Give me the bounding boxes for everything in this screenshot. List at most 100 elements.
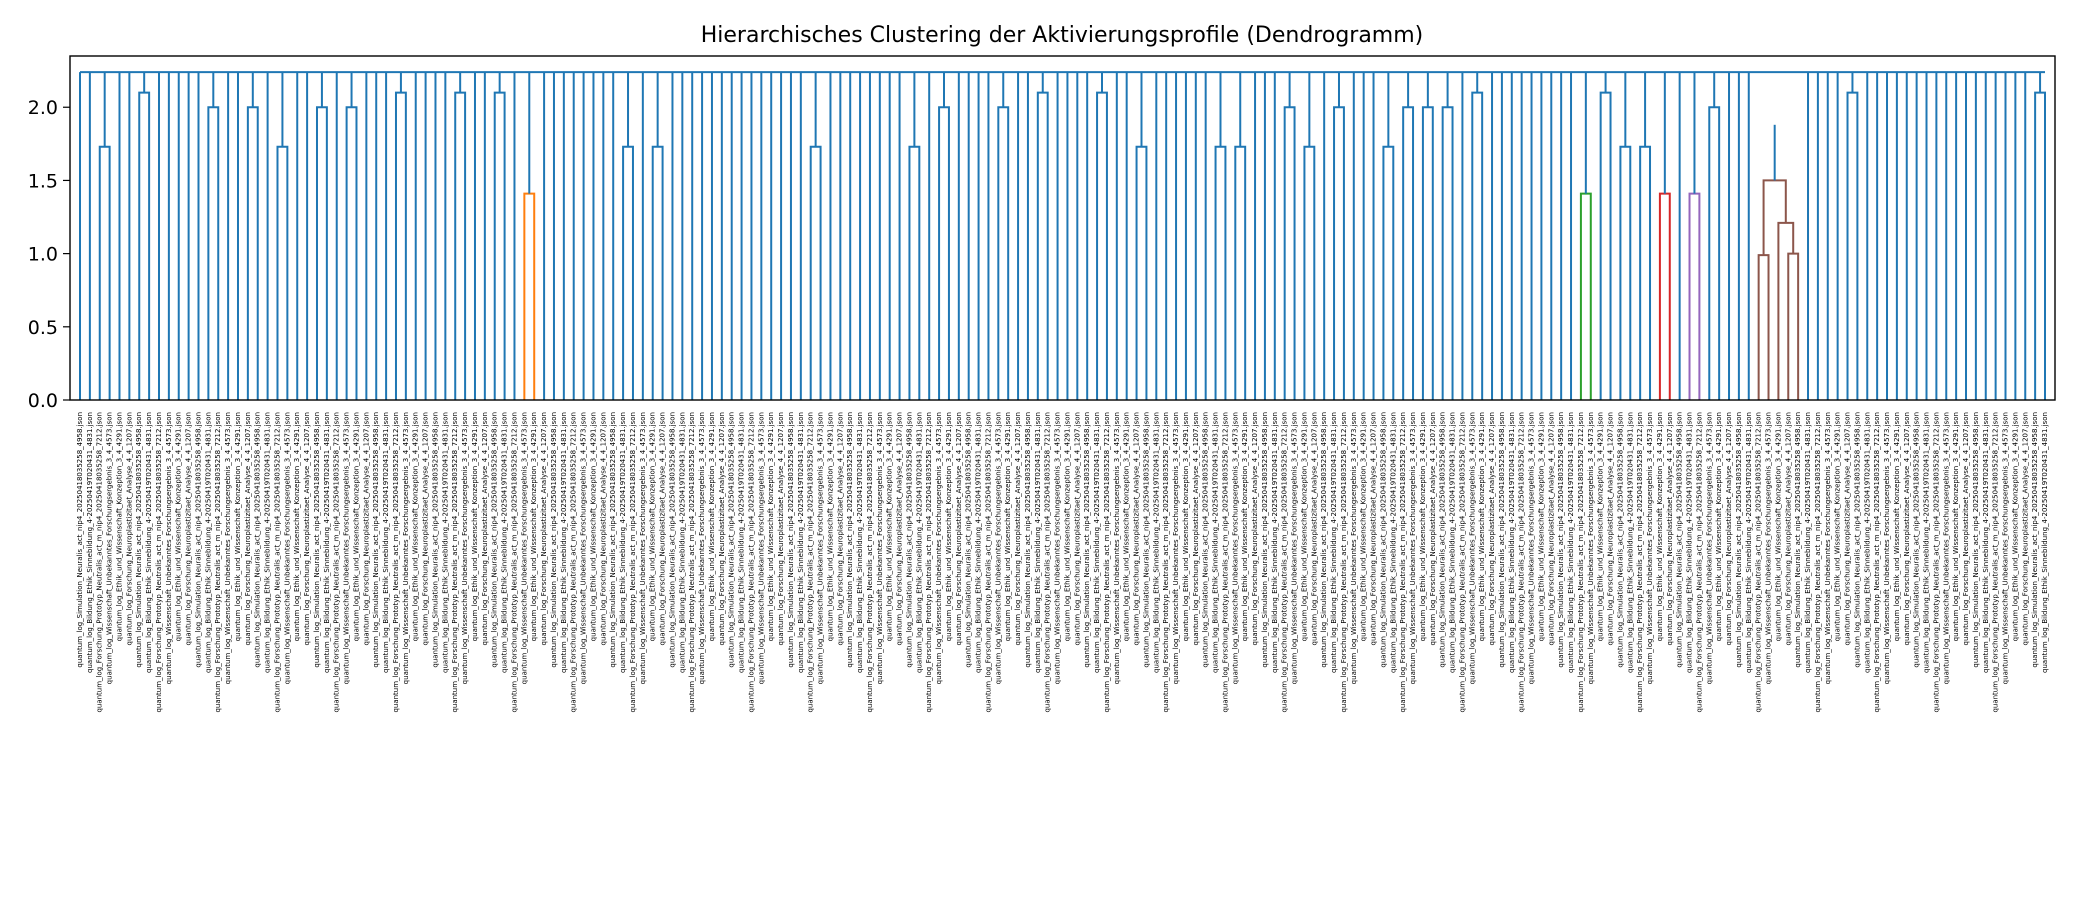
leaf-label: quantum_log_Ethik_und_Wissenschaft_Konze… bbox=[649, 412, 657, 641]
dendrogram-link bbox=[1234, 145, 1247, 400]
dendrogram-link bbox=[1036, 91, 1049, 400]
leaf-label: quantum_log_Forschung_Prototyp_Neutralis… bbox=[1103, 412, 1111, 713]
cluster-link bbox=[1787, 252, 1800, 400]
dendrogram-link bbox=[1471, 91, 1484, 400]
leaf-label: quantum_log_Forschung_Neuroplastizitaet_… bbox=[481, 412, 489, 645]
dendrogram-links bbox=[79, 71, 2046, 400]
leaf-label: quantum_log_Wissenschaft_Unbekanntes_For… bbox=[935, 412, 943, 684]
leaf-label: quantum_log_Wissenschaft_Unbekanntes_For… bbox=[1587, 412, 1595, 684]
leaf-label: quantum_log_Forschung_Prototyp_Neutralis… bbox=[807, 412, 815, 713]
leaf-label: quantum_log_Bildung_Ethik_Sinnebildung_4… bbox=[204, 412, 212, 673]
y-tick-label: 1.0 bbox=[28, 244, 58, 266]
leaf-label: quantum_log_Simulation_Neuralis_act_nip4… bbox=[1261, 412, 1269, 668]
leaf-label: quantum_log_Bildung_Ethik_Sinnebildung_4… bbox=[1389, 412, 1397, 673]
leaf-label: quantum_log_Wissenschaft_Unbekanntes_For… bbox=[817, 412, 825, 684]
leaf-label: quantum_log_Wissenschaft_Unbekanntes_For… bbox=[1172, 412, 1180, 684]
dendrogram-link bbox=[2034, 91, 2046, 400]
leaf-label: quantum_log_Simulation_Neuralis_act_nip4… bbox=[254, 412, 262, 668]
leaf-label: quantum_log_Wissenschaft_Unbekanntes_For… bbox=[698, 412, 706, 684]
leaf-label: quantum_log_Ethik_und_Wissenschaft_Konze… bbox=[1300, 412, 1308, 641]
leaf-label: quantum_log_Forschung_Prototyp_Neutralis… bbox=[214, 412, 222, 713]
leaf-label: quantum_log_Forschung_Neuroplastizitaet_… bbox=[955, 412, 963, 645]
dendrogram-link bbox=[276, 145, 289, 400]
leaf-label: quantum_log_Bildung_Ethik_Sinnebildung_4… bbox=[619, 412, 627, 673]
dendrogram-link bbox=[1708, 106, 1721, 400]
leaf-label: quantum_log_Bildung_Ethik_Sinnebildung_4… bbox=[1804, 412, 1812, 673]
leaf-label: quantum_log_Simulation_Neuralis_act_nip4… bbox=[1853, 412, 1861, 668]
dendrogram-link bbox=[1599, 91, 1612, 400]
leaf-label: quantum_log_Simulation_Neuralis_act_nip4… bbox=[728, 412, 736, 668]
dendrogram-link bbox=[651, 145, 664, 400]
leaf-label: quantum_log_Ethik_und_Wissenschaft_Konze… bbox=[234, 412, 242, 641]
leaf-label: quantum_log_Forschung_Neuroplastizitaet_… bbox=[777, 412, 785, 645]
leaf-label: quantum_log_Forschung_Neuroplastizitaet_… bbox=[422, 412, 430, 645]
leaf-label: quantum_log_Bildung_Ethik_Sinnebildung_4… bbox=[560, 412, 568, 673]
leaf-label: quantum_log_Bildung_Ethik_Sinnebildung_4… bbox=[1330, 412, 1338, 673]
leaf-label: quantum_log_Bildung_Ethik_Sinnebildung_4… bbox=[323, 412, 331, 673]
dendrogram-link bbox=[997, 106, 1010, 400]
leaf-label: quantum_log_Bildung_Ethik_Sinnebildung_4… bbox=[1034, 412, 1042, 673]
leaf-label: quantum_log_Forschung_Neuroplastizitaet_… bbox=[718, 412, 726, 645]
leaf-label: quantum_log_Forschung_Prototyp_Neutralis… bbox=[629, 412, 637, 713]
cluster-link bbox=[1658, 192, 1671, 400]
leaf-label: quantum_log_Forschung_Neuroplastizitaet_… bbox=[1014, 412, 1022, 645]
leaf-label: quantum_log_Bildung_Ethik_Sinnebildung_4… bbox=[1271, 412, 1279, 673]
dendrogram-link bbox=[394, 91, 407, 400]
y-axis: 0.0 0.5 1.0 1.5 2.0 bbox=[28, 97, 70, 412]
leaf-label: quantum_log_Wissenschaft_Unbekanntes_For… bbox=[1409, 412, 1417, 684]
leaf-label: quantum_log_Forschung_Prototyp_Neutralis… bbox=[925, 412, 933, 713]
leaf-label: quantum_log_Wissenschaft_Unbekanntes_For… bbox=[876, 412, 884, 684]
leaf-label: quantum_log_Simulation_Neuralis_act_nip4… bbox=[1972, 412, 1980, 668]
leaf-label: quantum_log_Bildung_Ethik_Sinnebildung_4… bbox=[738, 412, 746, 673]
leaf-label: quantum_log_Forschung_Prototyp_Neutralis… bbox=[747, 412, 755, 713]
leaf-label: quantum_log_Ethik_und_Wissenschaft_Konze… bbox=[115, 412, 123, 641]
leaf-label: quantum_log_Wissenschaft_Unbekanntes_For… bbox=[1705, 412, 1713, 684]
leaf-label: quantum_log_Ethik_und_Wissenschaft_Konze… bbox=[1774, 412, 1782, 641]
dendrogram-link bbox=[493, 91, 506, 400]
leaf-label: quantum_log_Bildung_Ethik_Sinnebildung_4… bbox=[1982, 412, 1990, 673]
leaf-label: quantum_log_Forschung_Prototyp_Neutralis… bbox=[866, 412, 874, 713]
leaf-label: quantum_log_Ethik_und_Wissenschaft_Konze… bbox=[886, 412, 894, 641]
leaf-label: quantum_log_Simulation_Neuralis_act_nip4… bbox=[1024, 412, 1032, 668]
leaf-label: quantum_log_Ethik_und_Wissenschaft_Konze… bbox=[412, 412, 420, 641]
leaf-label: quantum_log_Forschung_Prototyp_Neutralis… bbox=[1281, 412, 1289, 713]
leaf-label: quantum_log_Ethik_und_Wissenschaft_Konze… bbox=[175, 412, 183, 641]
dendrogram-link bbox=[1382, 145, 1395, 400]
leaf-label: quantum_log_Wissenschaft_Unbekanntes_For… bbox=[1291, 412, 1299, 684]
leaf-label: quantum_log_Bildung_Ethik_Sinnebildung_4… bbox=[1923, 412, 1931, 673]
leaf-label: quantum_log_Bildung_Ethik_Sinnebildung_4… bbox=[678, 412, 686, 673]
leaf-label: quantum_log_Ethik_und_Wissenschaft_Konze… bbox=[1834, 412, 1842, 641]
leaf-label: quantum_log_Forschung_Prototyp_Neutralis… bbox=[1162, 412, 1170, 713]
leaf-label: quantum_log_Forschung_Neuroplastizitaet_… bbox=[1666, 412, 1674, 645]
leaf-label: quantum_log_Simulation_Neuralis_act_nip4… bbox=[491, 412, 499, 668]
leaf-label: quantum_log_Wissenschaft_Unbekanntes_For… bbox=[165, 412, 173, 684]
cluster-link bbox=[1777, 221, 1795, 400]
leaf-label: quantum_log_Simulation_Neuralis_act_nip4… bbox=[194, 412, 202, 668]
leaf-label: quantum_log_Forschung_Neuroplastizitaet_… bbox=[1488, 412, 1496, 645]
leaf-label: quantum_log_Forschung_Prototyp_Neutralis… bbox=[1340, 412, 1348, 713]
dendrogram-link bbox=[938, 106, 950, 400]
leaf-label: quantum_log_Simulation_Neuralis_act_nip4… bbox=[1735, 412, 1743, 668]
leaf-label: quantum_log_Forschung_Prototyp_Neutralis… bbox=[1873, 412, 1881, 713]
leaf-label: quantum_log_Simulation_Neuralis_act_nip4… bbox=[1202, 412, 1210, 668]
leaf-label: quantum_log_Forschung_Neuroplastizitaet_… bbox=[1784, 412, 1792, 645]
dendrogram-link bbox=[1619, 145, 1632, 400]
leaf-label: quantum_log_Forschung_Prototyp_Neutralis… bbox=[510, 412, 518, 713]
leaf-label: quantum_log_Wissenschaft_Unbekanntes_For… bbox=[1765, 412, 1773, 684]
dendrogram-link bbox=[622, 145, 634, 400]
dendrogram-link bbox=[1303, 145, 1316, 400]
leaf-label: quantum_log_Bildung_Ethik_Sinnebildung_4… bbox=[1863, 412, 1871, 673]
leaf-label: quantum_log_Forschung_Prototyp_Neutralis… bbox=[96, 412, 104, 713]
leaf-label: quantum_log_Simulation_Neuralis_act_nip4… bbox=[1616, 412, 1624, 668]
leaf-label: quantum_log_Forschung_Neuroplastizitaet_… bbox=[1903, 412, 1911, 645]
leaf-label: quantum_log_Ethik_und_Wissenschaft_Konze… bbox=[1952, 412, 1960, 641]
dendrogram-link bbox=[1846, 91, 1859, 400]
leaf-label: quantum_log_Wissenschaft_Unbekanntes_For… bbox=[1942, 412, 1950, 684]
dendrogram-link bbox=[1283, 106, 1296, 400]
leaf-label: quantum_log_Wissenschaft_Unbekanntes_For… bbox=[1883, 412, 1891, 684]
dendrogram-link bbox=[1639, 145, 1652, 400]
cluster-link bbox=[523, 192, 536, 400]
leaf-label: quantum_log_Bildung_Ethik_Sinnebildung_4… bbox=[1567, 412, 1575, 673]
leaf-label: quantum_log_Simulation_Neuralis_act_nip4… bbox=[1913, 412, 1921, 668]
